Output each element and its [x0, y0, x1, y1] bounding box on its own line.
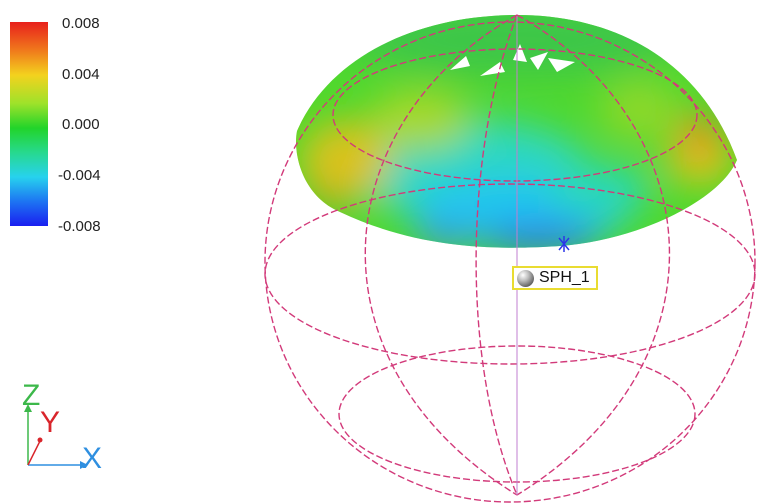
- latitude-ring-equator: [264, 183, 756, 365]
- legend-tick-max: 0.008: [62, 15, 100, 32]
- triad-y-axis: [27, 440, 41, 466]
- meridian-left: [364, 14, 518, 496]
- legend-tick-lower: -0.004: [58, 167, 101, 184]
- feature-tag[interactable]: SPH_1: [512, 266, 598, 290]
- legend-tick-upper: 0.004: [62, 66, 100, 83]
- color-scale-bar: [10, 22, 48, 226]
- sphere-center-marker[interactable]: [558, 236, 570, 252]
- legend-tick-zero: 0.000: [62, 116, 100, 133]
- sphere-wireframe: [264, 14, 756, 503]
- triad-x-label: X: [82, 442, 103, 475]
- triad-origin: [37, 437, 43, 443]
- deviation-color-map: [296, 15, 737, 248]
- meridian-front: [475, 14, 518, 496]
- feature-label: SPH_1: [539, 269, 590, 286]
- meridian-right: [516, 14, 671, 496]
- legend-tick-min: -0.008: [58, 218, 101, 235]
- color-legend: 0.008 0.004 0.000 -0.004 -0.008: [10, 16, 101, 234]
- sphere-silhouette: [264, 21, 756, 503]
- triad-y-label: Y: [40, 406, 61, 439]
- triad-z-label: Z: [22, 379, 41, 412]
- axis-triad: [24, 404, 88, 469]
- latitude-ring-upper: [332, 48, 698, 182]
- sphere-icon: [517, 269, 534, 287]
